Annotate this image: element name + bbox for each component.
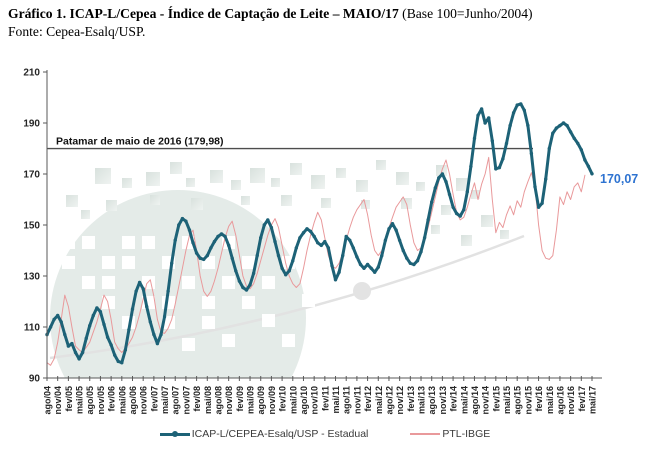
svg-text:fev/09: fev/09: [235, 386, 245, 412]
svg-text:ago/07: ago/07: [171, 386, 181, 415]
legend-item-icap: ICAP-L/CEPEA-Esalq/USP - Estadual: [159, 428, 369, 440]
svg-text:190: 190: [23, 119, 40, 130]
svg-text:mai/10: mai/10: [288, 386, 298, 414]
svg-text:mai/12: mai/12: [374, 386, 384, 414]
svg-text:nov/15: nov/15: [523, 386, 533, 415]
svg-text:nov/07: nov/07: [181, 386, 191, 415]
svg-text:nov/16: nov/16: [566, 386, 576, 415]
cepea-watermark-logo: [49, 160, 525, 378]
svg-text:nov/05: nov/05: [96, 386, 106, 415]
svg-text:nov/11: nov/11: [352, 386, 362, 414]
svg-text:fev/11: fev/11: [320, 386, 330, 411]
chart-title-base-note: (Base 100=Junho/2004): [398, 6, 533, 21]
axes: [43, 70, 602, 381]
svg-text:mai/17: mai/17: [588, 386, 598, 414]
icap-line-swatch: [159, 431, 190, 437]
legend-item-ptl: PTL-IBGE: [410, 428, 490, 440]
svg-text:mai/08: mai/08: [203, 386, 213, 414]
svg-text:110: 110: [24, 323, 41, 334]
svg-text:fev/06: fev/06: [107, 386, 117, 412]
svg-text:ago/10: ago/10: [299, 386, 309, 415]
svg-text:mai/14: mai/14: [459, 386, 469, 414]
svg-text:nov/12: nov/12: [395, 386, 405, 415]
svg-text:ago/15: ago/15: [513, 386, 523, 415]
svg-text:nov/09: nov/09: [267, 386, 277, 415]
svg-text:170: 170: [23, 170, 40, 181]
svg-text:mai/13: mai/13: [417, 386, 427, 414]
svg-text:fev/08: fev/08: [192, 386, 202, 412]
svg-text:ago/08: ago/08: [213, 386, 223, 415]
svg-text:fev/14: fev/14: [449, 386, 459, 412]
svg-text:nov/04: nov/04: [53, 386, 63, 415]
svg-text:fev/07: fev/07: [149, 386, 159, 412]
svg-text:ago/16: ago/16: [555, 386, 565, 415]
chart-title-bold: Gráfico 1. ICAP-L/Cepea - Índice de Capt…: [8, 6, 399, 21]
patamar-annotation-label: Patamar de maio de 2016 (179,98): [56, 136, 224, 148]
svg-text:90: 90: [29, 374, 41, 385]
legend: ICAP-L/CEPEA-Esalq/USP - Estadual PTL-IB…: [0, 428, 650, 440]
svg-text:ago/14: ago/14: [470, 386, 480, 415]
svg-text:ago/11: ago/11: [342, 386, 352, 414]
legend-label-ptl: PTL-IBGE: [442, 428, 491, 440]
svg-text:nov/10: nov/10: [310, 386, 320, 415]
svg-text:ago/06: ago/06: [128, 386, 138, 415]
legend-label-icap: ICAP-L/CEPEA-Esalq/USP - Estadual: [191, 428, 369, 440]
svg-text:mai/15: mai/15: [502, 386, 512, 414]
svg-text:mai/05: mai/05: [75, 386, 85, 414]
icap-cepea-line: [45, 102, 594, 365]
svg-text:mai/09: mai/09: [246, 386, 256, 414]
svg-text:ago/09: ago/09: [256, 386, 266, 415]
svg-text:fev/12: fev/12: [363, 386, 373, 412]
svg-text:ago/12: ago/12: [384, 386, 394, 415]
svg-text:150: 150: [23, 221, 40, 232]
page-title: Gráfico 1. ICAP-L/Cepea - Índice de Capt…: [8, 5, 648, 23]
svg-text:fev/15: fev/15: [491, 386, 501, 412]
ptl-line-swatch: [410, 433, 441, 435]
svg-text:mai/06: mai/06: [117, 386, 127, 414]
svg-text:nov/06: nov/06: [139, 386, 149, 415]
svg-text:nov/08: nov/08: [224, 386, 234, 415]
svg-text:130: 130: [23, 272, 40, 283]
svg-text:fev/05: fev/05: [64, 386, 74, 412]
svg-text:ago/13: ago/13: [427, 386, 437, 415]
source-note: Fonte: Cepea-Esalq/USP.: [8, 23, 146, 39]
svg-text:ago/05: ago/05: [85, 386, 95, 415]
svg-text:fev/16: fev/16: [534, 386, 544, 412]
last-value-label: 170,07: [600, 172, 638, 186]
svg-text:mai/07: mai/07: [160, 386, 170, 414]
svg-text:nov/13: nov/13: [438, 386, 448, 415]
svg-text:fev/13: fev/13: [406, 386, 416, 412]
svg-text:mai/11: mai/11: [331, 386, 341, 414]
ptl-ibge-line: [46, 156, 586, 366]
svg-text:nov/14: nov/14: [481, 386, 491, 415]
svg-text:210: 210: [23, 68, 40, 79]
icap-marker-dot: [171, 431, 178, 437]
svg-text:mai/16: mai/16: [545, 386, 555, 414]
title-block: Gráfico 1. ICAP-L/Cepea - Índice de Capt…: [8, 5, 648, 40]
svg-text:fev/17: fev/17: [577, 386, 587, 412]
svg-text:fev/10: fev/10: [278, 386, 288, 412]
svg-text:ago/04: ago/04: [43, 386, 53, 415]
